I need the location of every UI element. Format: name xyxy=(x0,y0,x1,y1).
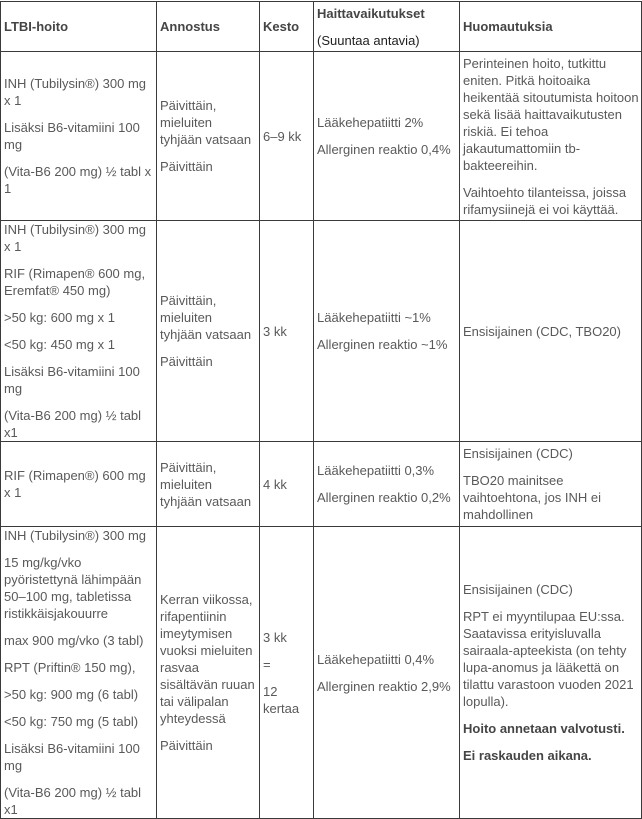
cell-paragraph: max 900 mg/vko (3 tabl) xyxy=(4,633,144,648)
column-header-1: Annostus xyxy=(156,1,260,52)
cell-r2-c4: Ensisijainen (CDC) TBO20 mainitsee vaihto… xyxy=(459,441,642,527)
cell-r1-c3: Lääkehepatiitti ~1% Allerginen reaktio ~1… xyxy=(313,220,460,442)
cell-paragraph: <50 kg: 750 mg (5 tabl) xyxy=(4,714,139,729)
header-row: LTBI-hoito Annostus Kesto Haittavaikutukset… xyxy=(0,1,642,52)
cell-paragraph: Päivittäin, mieluiten tyhjään vatsaan xyxy=(160,98,252,147)
cell-paragraph: INH (Tubilysin®) 300 mg x 1 xyxy=(4,222,147,254)
cell-paragraph: Päivittäin xyxy=(160,354,213,369)
cell-paragraph: Allerginen reaktio ~1% xyxy=(317,337,448,352)
table-row: INH (Tubilysin®) 300 mg 15 mg/kg/vko pyör… xyxy=(0,526,642,819)
cell-paragraph: RIF (Rimapen® 600 mg, Eremfat® 450 mg) xyxy=(4,266,146,298)
cell-r3-c3: Lääkehepatiitti 0,4% Allerginen reaktio 2… xyxy=(313,526,460,819)
cell-paragraph: RPT ei myyntilupaa EU:ssa. Saatavissa er… xyxy=(463,609,634,709)
cell-paragraph: 12 kertaa xyxy=(263,683,300,716)
cell-paragraph: RIF (Rimapen®) 600 mg x 1 xyxy=(4,468,146,500)
cell-r3-c4: Ensisijainen (CDC) RPT ei myyntilupaa EU:… xyxy=(459,526,642,819)
cell-paragraph: Päivittäin, mieluiten tyhjään vatsaan xyxy=(160,459,252,509)
cell-paragraph: Annostus xyxy=(160,19,220,34)
cell-paragraph: (Vita-B6 200 mg) ½ tabl x1 xyxy=(4,408,142,440)
cell-paragraph: INH (Tubilysin®) 300 mg x 1 xyxy=(4,76,147,108)
cell-paragraph: 3 kk xyxy=(263,629,287,645)
cell-r1-c4: Ensisijainen (CDC, TBO20) xyxy=(459,220,642,442)
cell-r2-c2: 4 kk xyxy=(259,441,314,527)
cell-r0-c0: INH (Tubilysin®) 300 mg x 1 Lisäksi B6-vi… xyxy=(0,51,157,221)
column-header-4: Huomautuksia xyxy=(459,1,642,52)
cell-paragraph: = xyxy=(263,656,271,672)
cell-paragraph: (Suuntaa antavia) xyxy=(317,32,420,48)
cell-paragraph: Päivittäin, mieluiten tyhjään vatsaan xyxy=(160,293,252,342)
cell-paragraph: Ensisijainen (CDC) xyxy=(463,582,573,597)
cell-paragraph: Lisäksi B6-vitamiini 100 mg xyxy=(4,364,140,396)
cell-paragraph: Allerginen reaktio 0,2% xyxy=(317,490,451,505)
cell-paragraph: Kerran viikossa, rifapentiinin imeytymis… xyxy=(160,592,255,726)
table-body: INH (Tubilysin®) 300 mg x 1 Lisäksi B6-vi… xyxy=(0,51,642,819)
cell-paragraph: Vaihtoehto tilanteissa, joissa rifamysii… xyxy=(463,184,627,217)
cell-paragraph: Lääkehepatiitti 2% xyxy=(317,115,424,130)
cell-paragraph: RPT (Priftin® 150 mg), xyxy=(4,660,136,675)
table-row: INH (Tubilysin®) 300 mg x 1 RIF (Rimapen®… xyxy=(0,220,642,442)
cell-r3-c1: Kerran viikossa, rifapentiinin imeytymis… xyxy=(156,526,260,819)
cell-paragraph: LTBI-hoito xyxy=(4,19,69,34)
cell-r2-c3: Lääkehepatiitti 0,3% Allerginen reaktio 0… xyxy=(313,441,460,527)
cell-r0-c4: Perinteinen hoito, tutkittu eniten. Pitk… xyxy=(459,51,642,221)
cell-paragraph: 15 mg/kg/vko pyöristettynä lähimpään 50–… xyxy=(4,555,142,621)
cell-paragraph: TBO20 mainitsee vaihtoehtona, jos INH ei… xyxy=(463,473,602,522)
cell-paragraph: Ei raskauden aikana. xyxy=(463,748,592,763)
cell-paragraph: >50 kg: 600 mg x 1 xyxy=(4,310,115,325)
cell-paragraph: Allerginen reaktio 2,9% xyxy=(317,678,451,694)
cell-paragraph: Kesto xyxy=(263,19,300,34)
cell-r3-c0: INH (Tubilysin®) 300 mg 15 mg/kg/vko pyör… xyxy=(0,526,157,819)
cell-paragraph: Lisäksi B6-vitamiini 100 mg xyxy=(4,120,140,152)
cell-r2-c1: Päivittäin, mieluiten tyhjään vatsaan xyxy=(156,441,260,527)
cell-r0-c1: Päivittäin, mieluiten tyhjään vatsaan Päi… xyxy=(156,51,260,221)
table-row: RIF (Rimapen®) 600 mg x 1 Päivittäin, mie… xyxy=(0,441,642,527)
cell-r1-c1: Päivittäin, mieluiten tyhjään vatsaan Päi… xyxy=(156,220,260,442)
cell-r1-c2: 3 kk xyxy=(259,220,314,442)
cell-paragraph: 3 kk xyxy=(263,323,287,339)
cell-paragraph: 4 kk xyxy=(263,476,287,492)
cell-paragraph: Lisäksi B6-vitamiini 100 mg xyxy=(4,741,140,773)
column-header-2: Kesto xyxy=(259,1,314,52)
cell-paragraph: INH (Tubilysin®) 300 mg xyxy=(4,528,147,543)
cell-r2-c0: RIF (Rimapen®) 600 mg x 1 xyxy=(0,441,157,527)
cell-paragraph: Ensisijainen (CDC, TBO20) xyxy=(463,323,621,339)
cell-paragraph: Päivittäin xyxy=(160,159,213,174)
cell-paragraph: >50 kg: 900 mg (6 tabl) xyxy=(4,687,139,702)
cell-paragraph: (Vita-B6 200 mg) ½ tabl x1 xyxy=(4,785,142,817)
cell-paragraph: Ensisijainen (CDC) xyxy=(463,446,573,461)
cell-r1-c0: INH (Tubilysin®) 300 mg x 1 RIF (Rimapen®… xyxy=(0,220,157,442)
cell-paragraph: (Vita-B6 200 mg) ½ tabl x 1 xyxy=(4,164,152,196)
table-header: LTBI-hoito Annostus Kesto Haittavaikutukset… xyxy=(0,1,642,52)
cell-paragraph: Lääkehepatiitti 0,4% xyxy=(317,651,435,667)
cell-r0-c3: Lääkehepatiitti 2% Allerginen reaktio 0,4… xyxy=(313,51,460,221)
cell-paragraph: Huomautuksia xyxy=(463,19,553,34)
cell-paragraph: 6–9 kk xyxy=(263,128,302,144)
column-header-3: Haittavaikutukset (Suuntaa antavia) xyxy=(313,1,460,52)
cell-r0-c2: 6–9 kk xyxy=(259,51,314,221)
cell-paragraph: Päivittäin xyxy=(160,738,213,753)
cell-paragraph: Allerginen reaktio 0,4% xyxy=(317,142,451,157)
cell-paragraph: Perinteinen hoito, tutkittu eniten. Pitk… xyxy=(463,55,639,173)
cell-paragraph: <50 kg: 450 mg x 1 xyxy=(4,337,115,352)
cell-r3-c2: 3 kk = 12 kertaa xyxy=(259,526,314,819)
cell-paragraph: Hoito annetaan valvotusti. xyxy=(463,721,625,736)
table-row: INH (Tubilysin®) 300 mg x 1 Lisäksi B6-vi… xyxy=(0,51,642,221)
cell-paragraph: Lääkehepatiitti 0,3% xyxy=(317,463,435,478)
cell-paragraph: Lääkehepatiitti ~1% xyxy=(317,310,431,325)
column-header-0: LTBI-hoito xyxy=(0,1,157,52)
cell-paragraph: Haittavaikutukset xyxy=(317,5,425,21)
